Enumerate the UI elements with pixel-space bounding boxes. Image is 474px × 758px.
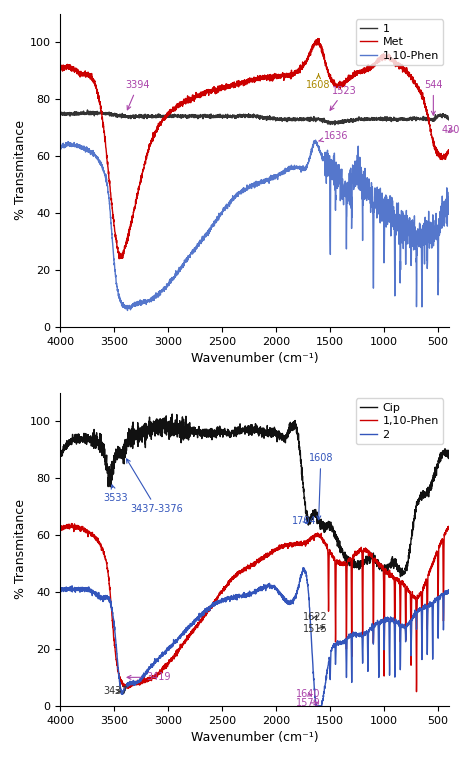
Text: 430: 430	[441, 125, 460, 136]
1,10-Phen	[69, 519, 74, 528]
Line: 1,10-Phen: 1,10-Phen	[60, 524, 449, 692]
1,10-Phen	[125, 681, 131, 691]
Text: 1515: 1515	[303, 624, 328, 634]
Cip	[398, 572, 403, 581]
Met	[446, 148, 452, 157]
2	[301, 563, 306, 572]
2	[446, 588, 452, 597]
1,10-Phen	[446, 523, 452, 532]
Text: 1608: 1608	[309, 453, 333, 520]
1	[125, 111, 131, 121]
Text: 3394: 3394	[126, 80, 150, 110]
1,10-Phen	[102, 169, 108, 178]
Y-axis label: % Transmitance: % Transmitance	[14, 121, 27, 221]
1	[223, 112, 229, 121]
Met	[102, 134, 108, 143]
Cip	[207, 425, 212, 434]
2	[223, 597, 229, 606]
2	[438, 589, 444, 598]
1,10-Phen	[57, 144, 63, 153]
Text: 544: 544	[424, 80, 443, 115]
2	[397, 622, 402, 631]
1,10-Phen	[207, 224, 212, 233]
Cip	[438, 449, 444, 458]
X-axis label: Wavenumber (cm⁻¹): Wavenumber (cm⁻¹)	[191, 352, 319, 365]
1,10-Phen	[438, 537, 444, 547]
Line: 1,10-Phen: 1,10-Phen	[60, 140, 449, 311]
2	[125, 682, 131, 691]
1,10-Phen	[102, 551, 108, 560]
1	[85, 105, 91, 114]
Text: 1704: 1704	[292, 515, 317, 526]
Text: 1622: 1622	[303, 612, 328, 622]
1,10-Phen	[397, 576, 402, 585]
1,10-Phen	[446, 193, 452, 202]
1,10-Phen	[125, 303, 131, 312]
1	[438, 110, 444, 119]
Met	[57, 66, 63, 75]
Text: 1608: 1608	[306, 74, 331, 90]
1,10-Phen	[223, 581, 229, 590]
Text: 1640: 1640	[296, 689, 320, 700]
Text: 1523: 1523	[330, 86, 357, 110]
1	[332, 121, 337, 130]
Text: 3437: 3437	[103, 687, 128, 697]
Text: 3419: 3419	[127, 672, 171, 682]
Y-axis label: % Transmitance: % Transmitance	[14, 500, 27, 600]
1	[397, 114, 402, 123]
Met	[397, 61, 402, 70]
1,10-Phen	[313, 136, 319, 145]
Line: 2: 2	[60, 568, 449, 706]
Cip	[125, 433, 131, 442]
2	[313, 701, 319, 710]
1	[446, 114, 452, 124]
Legend: Cip, 1,10-Phen, 2: Cip, 1,10-Phen, 2	[356, 399, 443, 444]
Line: Cip: Cip	[60, 414, 449, 577]
Cip	[102, 446, 108, 455]
Met	[438, 152, 444, 161]
Text: 3437-3376: 3437-3376	[127, 459, 183, 515]
Met	[116, 254, 122, 263]
Met	[315, 34, 321, 43]
2	[57, 584, 63, 594]
1	[102, 109, 108, 118]
Text: 1579: 1579	[296, 698, 320, 708]
1,10-Phen	[414, 688, 419, 697]
1,10-Phen	[223, 201, 229, 210]
2	[102, 594, 108, 603]
Cip	[57, 450, 63, 459]
1,10-Phen	[125, 306, 130, 315]
Cip	[397, 564, 402, 573]
Met	[223, 84, 229, 93]
1,10-Phen	[57, 526, 63, 535]
1	[57, 108, 63, 117]
Cip	[169, 409, 175, 418]
Met	[207, 85, 212, 94]
Cip	[446, 446, 452, 456]
Text: 3533: 3533	[103, 485, 128, 503]
1,10-Phen	[438, 211, 444, 220]
1,10-Phen	[207, 606, 212, 615]
1,10-Phen	[397, 227, 402, 236]
Legend: 1, Met, 1,10-Phen: 1, Met, 1,10-Phen	[356, 20, 443, 65]
Cip	[223, 430, 229, 439]
Line: 1: 1	[60, 110, 449, 125]
2	[207, 604, 212, 613]
Line: Met: Met	[60, 39, 449, 258]
1	[207, 114, 212, 123]
X-axis label: Wavenumber (cm⁻¹): Wavenumber (cm⁻¹)	[191, 731, 319, 744]
Met	[125, 236, 131, 245]
Text: 1636: 1636	[319, 131, 349, 142]
